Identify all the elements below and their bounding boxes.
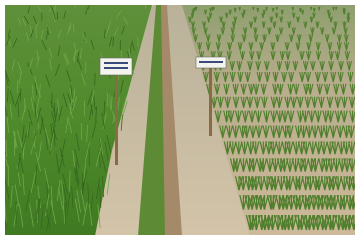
sign-post (209, 66, 212, 136)
sign-lettering (104, 67, 128, 69)
sign-lettering (199, 61, 223, 63)
photo (0, 0, 360, 240)
blade (138, 37, 139, 47)
page: (() => { JSON.parse(document.getElementB… (0, 0, 360, 240)
sign-board (100, 58, 132, 75)
sign-lettering (104, 62, 128, 64)
sign-post (115, 70, 118, 165)
